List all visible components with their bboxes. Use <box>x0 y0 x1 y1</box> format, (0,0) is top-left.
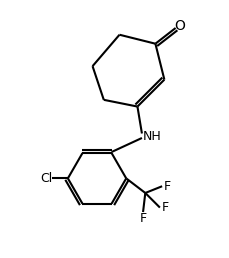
Text: F: F <box>164 180 171 193</box>
Text: F: F <box>161 201 168 214</box>
Text: Cl: Cl <box>40 172 52 185</box>
Text: NH: NH <box>142 130 161 143</box>
Text: F: F <box>139 212 146 225</box>
Text: O: O <box>173 19 184 33</box>
